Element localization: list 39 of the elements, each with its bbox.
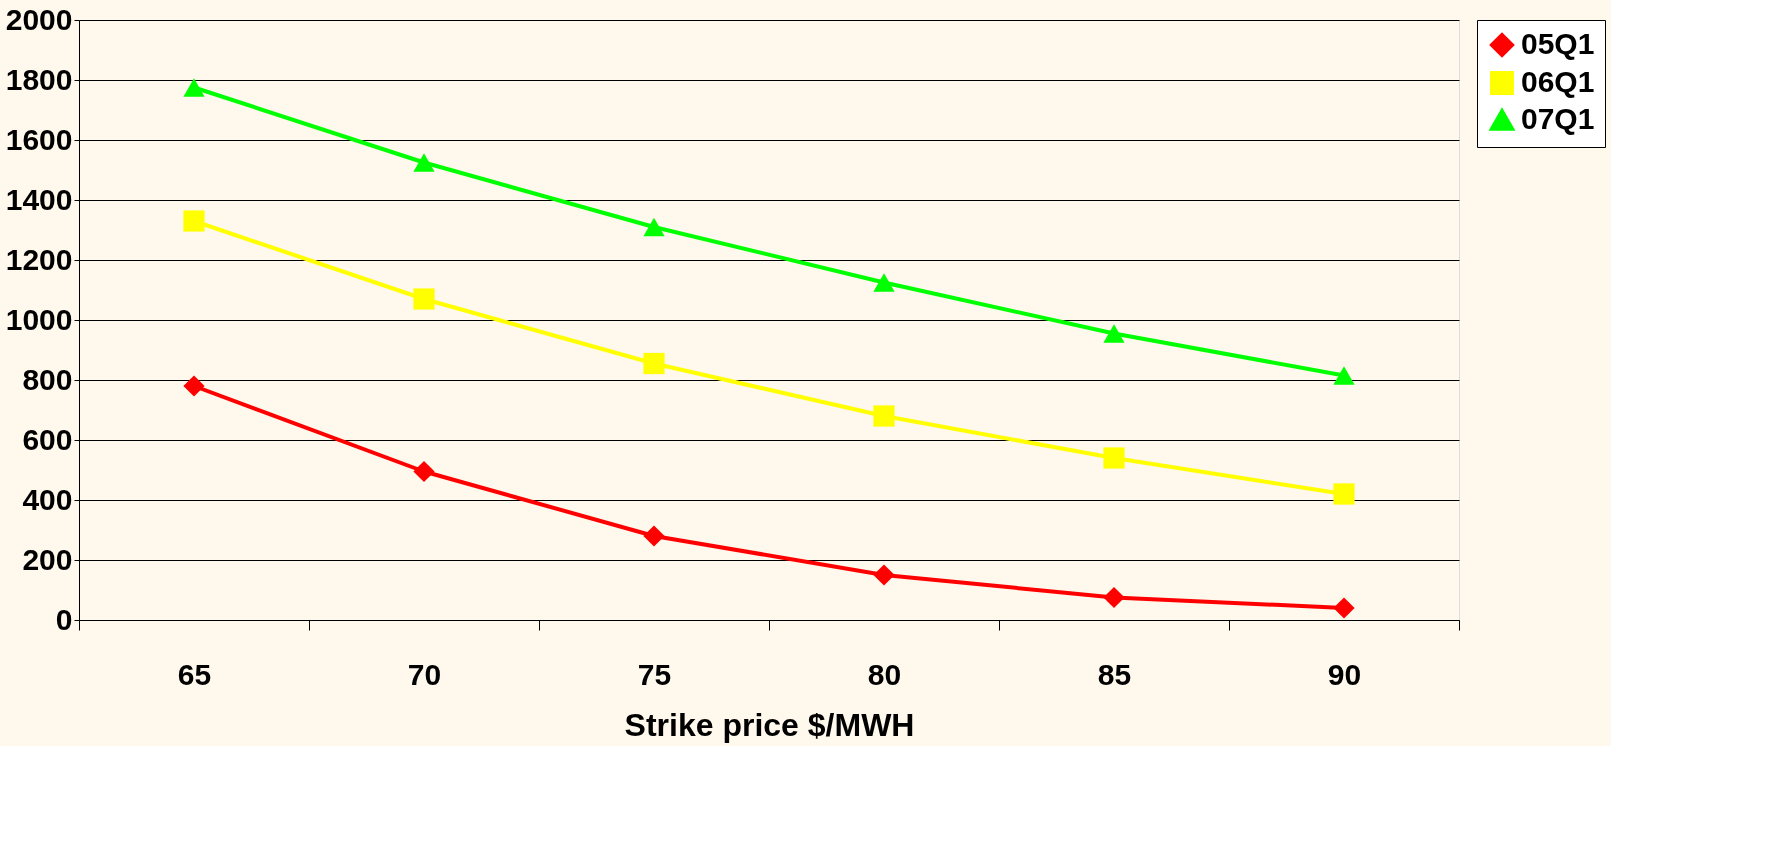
point bbox=[1333, 597, 1355, 619]
point bbox=[1333, 366, 1355, 385]
point bbox=[1103, 324, 1125, 343]
y-tick-label: 1000 bbox=[5, 302, 73, 336]
point bbox=[183, 210, 205, 232]
x-tick-label: 85 bbox=[1097, 657, 1132, 691]
y-tick-label: 1200 bbox=[5, 242, 73, 276]
point bbox=[413, 288, 435, 310]
point bbox=[643, 525, 665, 547]
y-tick-label: 200 bbox=[22, 542, 73, 576]
point bbox=[413, 460, 435, 483]
y-tick-label: 2000 bbox=[5, 2, 73, 36]
y-tick-label: 1400 bbox=[5, 182, 73, 216]
y-tick-label: 400 bbox=[22, 482, 73, 516]
x-tick-label: 65 bbox=[177, 657, 212, 691]
point bbox=[1333, 483, 1355, 505]
x-tick-label: 80 bbox=[867, 657, 902, 691]
legend-label: 06Q1 bbox=[1521, 65, 1595, 98]
y-tick-label: 800 bbox=[22, 362, 73, 396]
point bbox=[873, 273, 895, 292]
point bbox=[413, 153, 435, 172]
y-tick-label: 600 bbox=[22, 422, 73, 456]
point bbox=[1103, 447, 1125, 469]
legend-label: 07Q1 bbox=[1521, 102, 1595, 135]
x-tick-label: 75 bbox=[637, 657, 672, 691]
point bbox=[873, 405, 895, 427]
y-tick-label: 1800 bbox=[5, 62, 73, 96]
point bbox=[643, 217, 665, 237]
point bbox=[873, 564, 895, 586]
legend-label: 05Q1 bbox=[1521, 27, 1595, 60]
x-tick-label: 90 bbox=[1327, 657, 1362, 691]
point bbox=[183, 375, 205, 397]
point bbox=[183, 78, 205, 97]
point bbox=[643, 352, 665, 375]
x-axis-title: Strike price $/MWH bbox=[624, 706, 915, 743]
y-tick-label: 0 bbox=[55, 602, 73, 636]
x-tick-label: 70 bbox=[407, 657, 442, 691]
y-tick-label: 1600 bbox=[5, 122, 73, 156]
point bbox=[1103, 586, 1125, 609]
